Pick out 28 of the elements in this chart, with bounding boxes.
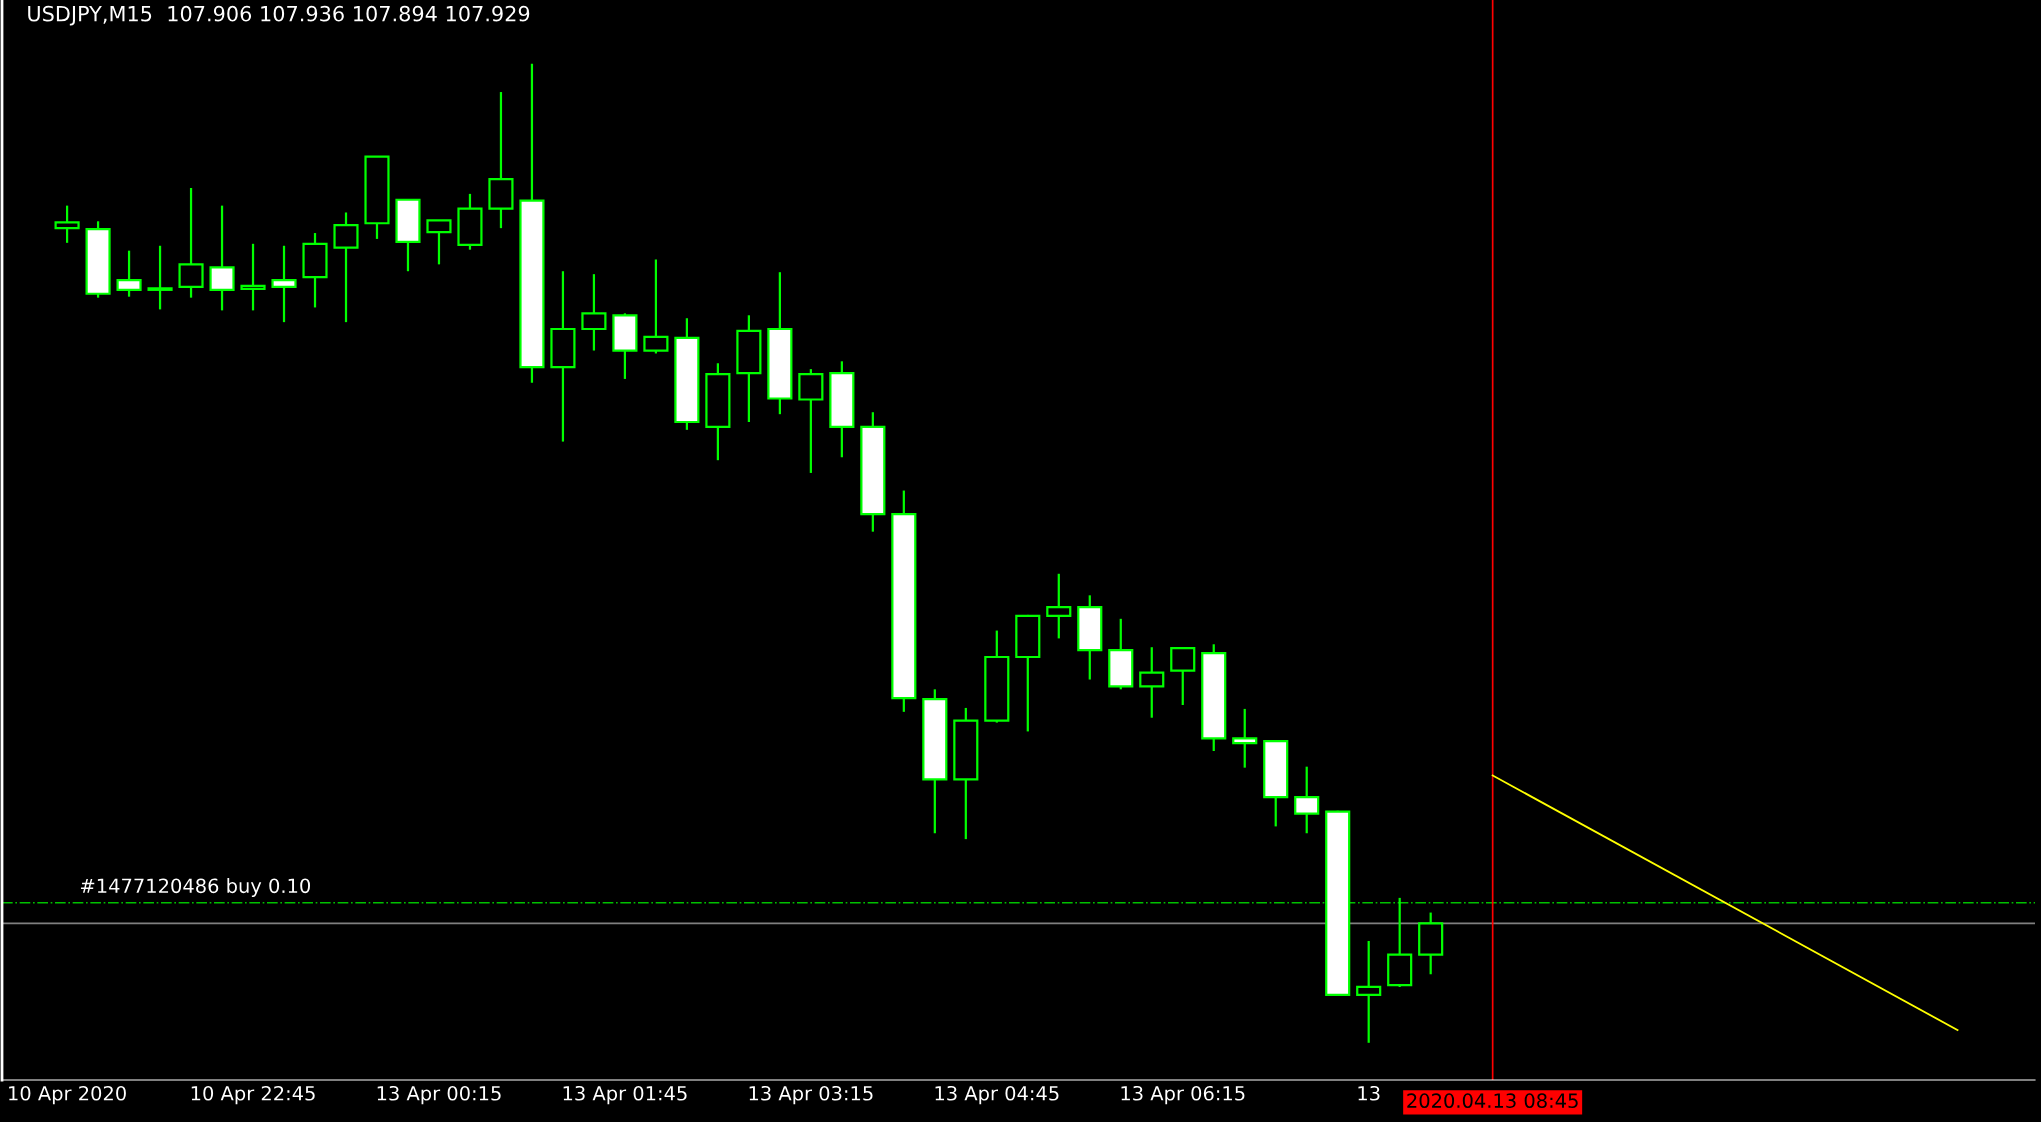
candlestick bbox=[1046, 572, 1072, 640]
candlestick bbox=[581, 273, 607, 352]
candlestick bbox=[333, 211, 359, 324]
x-tick-label: 13 bbox=[1358, 1085, 1380, 1101]
candlestick bbox=[1294, 765, 1320, 835]
candlestick bbox=[240, 242, 266, 312]
chart-title: USDJPY,M15 107.906 107.936 107.894 107.929 bbox=[28, 5, 530, 26]
x-tick-label: 13 Apr 01:45 bbox=[563, 1085, 687, 1105]
candlestick bbox=[271, 244, 297, 324]
x-tick-label: 10 Apr 2020 bbox=[9, 1085, 126, 1105]
x-tick-label: 13 Apr 04:45 bbox=[935, 1085, 1059, 1105]
x-tick-label: 10 Apr 22:45 bbox=[191, 1085, 315, 1105]
candlestick bbox=[1170, 646, 1196, 707]
candlestick bbox=[1232, 707, 1258, 769]
candlestick bbox=[147, 244, 173, 311]
candlestick bbox=[116, 249, 142, 298]
candlestick bbox=[209, 204, 235, 312]
x-tick-label: 2020.04.13 08:45 bbox=[1407, 1093, 1578, 1109]
candlestick bbox=[178, 186, 204, 299]
candlestick bbox=[643, 258, 669, 355]
candlestick bbox=[1139, 646, 1165, 719]
x-tick-label: 13 Apr 03:15 bbox=[749, 1085, 873, 1105]
ref-line-label: #1477120486 buy 0.10 bbox=[80, 878, 311, 897]
x-tick-label: 13 Apr 00:15 bbox=[377, 1085, 501, 1105]
candlestick bbox=[1356, 939, 1382, 1044]
candlestick bbox=[426, 219, 452, 266]
candlestick bbox=[54, 204, 80, 244]
x-tick-label: 13 Apr 06:15 bbox=[1121, 1085, 1245, 1105]
